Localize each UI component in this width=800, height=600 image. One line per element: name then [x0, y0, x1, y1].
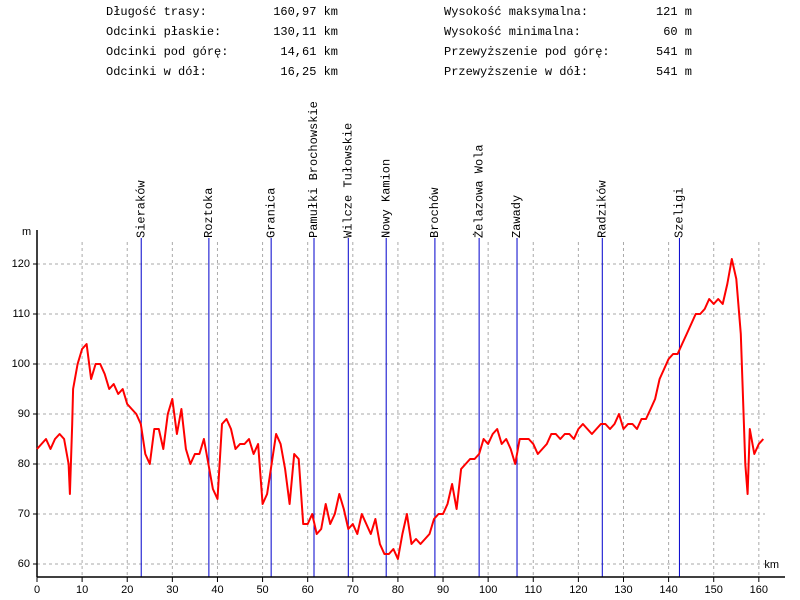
- stat-value: 121 m: [656, 5, 692, 19]
- x-tick-label: 30: [166, 584, 178, 596]
- stat-value: 541 m: [656, 65, 692, 79]
- y-tick-label: 80: [18, 458, 30, 470]
- x-tick-label: 50: [256, 584, 268, 596]
- y-tick-label: 90: [18, 408, 30, 420]
- stat-label: Odcinki pod górę:: [106, 45, 228, 59]
- stat-label: Długość trasy:: [106, 5, 207, 19]
- stat-value: 14,61 km: [280, 45, 338, 59]
- x-tick-label: 130: [614, 584, 632, 596]
- place-label: Zawady: [510, 195, 524, 238]
- y-axis-label: m: [22, 226, 31, 238]
- place-label: Roztoka: [202, 188, 216, 238]
- stat-value: 60 m: [663, 25, 692, 39]
- place-label: Wilcze Tułowskie: [341, 123, 355, 238]
- x-tick-label: 40: [211, 584, 223, 596]
- stat-value: 130,11 km: [273, 25, 338, 39]
- place-label: Sieraków: [134, 180, 148, 238]
- x-tick-label: 140: [659, 584, 677, 596]
- x-tick-label: 160: [750, 584, 768, 596]
- stat-label: Odcinki płaskie:: [106, 25, 221, 39]
- stat-label: Odcinki w dół:: [106, 65, 207, 79]
- y-tick-label: 70: [18, 508, 30, 520]
- x-tick-label: 20: [121, 584, 133, 596]
- stat-value: 541 m: [656, 45, 692, 59]
- stat-value: 16,25 km: [280, 65, 338, 79]
- stat-label: Przewyższenie pod górę:: [444, 45, 610, 59]
- stat-label: Wysokość minimalna:: [444, 25, 581, 39]
- x-tick-label: 100: [479, 584, 497, 596]
- stat-label: Przewyższenie w dół:: [444, 65, 588, 79]
- place-label: Brochów: [428, 187, 442, 238]
- place-label: Nowy Kamion: [379, 159, 393, 238]
- stat-label: Wysokość maksymalna:: [444, 5, 588, 19]
- x-tick-label: 90: [437, 584, 449, 596]
- place-label: Żelazowa Wola: [471, 144, 486, 238]
- place-label: Pamułki Brochowskie: [307, 101, 321, 238]
- place-label: Radzików: [595, 180, 609, 238]
- x-tick-label: 0: [34, 584, 40, 596]
- x-tick-label: 10: [76, 584, 88, 596]
- y-tick-label: 120: [12, 258, 30, 270]
- elevation-line: [36, 258, 765, 560]
- x-tick-label: 70: [347, 584, 359, 596]
- y-tick-label: 110: [12, 308, 30, 320]
- x-axis-label: km: [764, 559, 779, 571]
- x-tick-label: 110: [524, 584, 542, 596]
- y-tick-label: 100: [12, 358, 30, 370]
- x-tick-label: 60: [302, 584, 314, 596]
- place-label: Granica: [264, 188, 278, 238]
- x-tick-label: 150: [705, 584, 723, 596]
- x-tick-label: 120: [569, 584, 587, 596]
- stat-value: 160,97 km: [273, 5, 338, 19]
- place-label: Szeligi: [673, 188, 687, 238]
- x-tick-label: 80: [392, 584, 404, 596]
- y-tick-label: 60: [18, 558, 30, 570]
